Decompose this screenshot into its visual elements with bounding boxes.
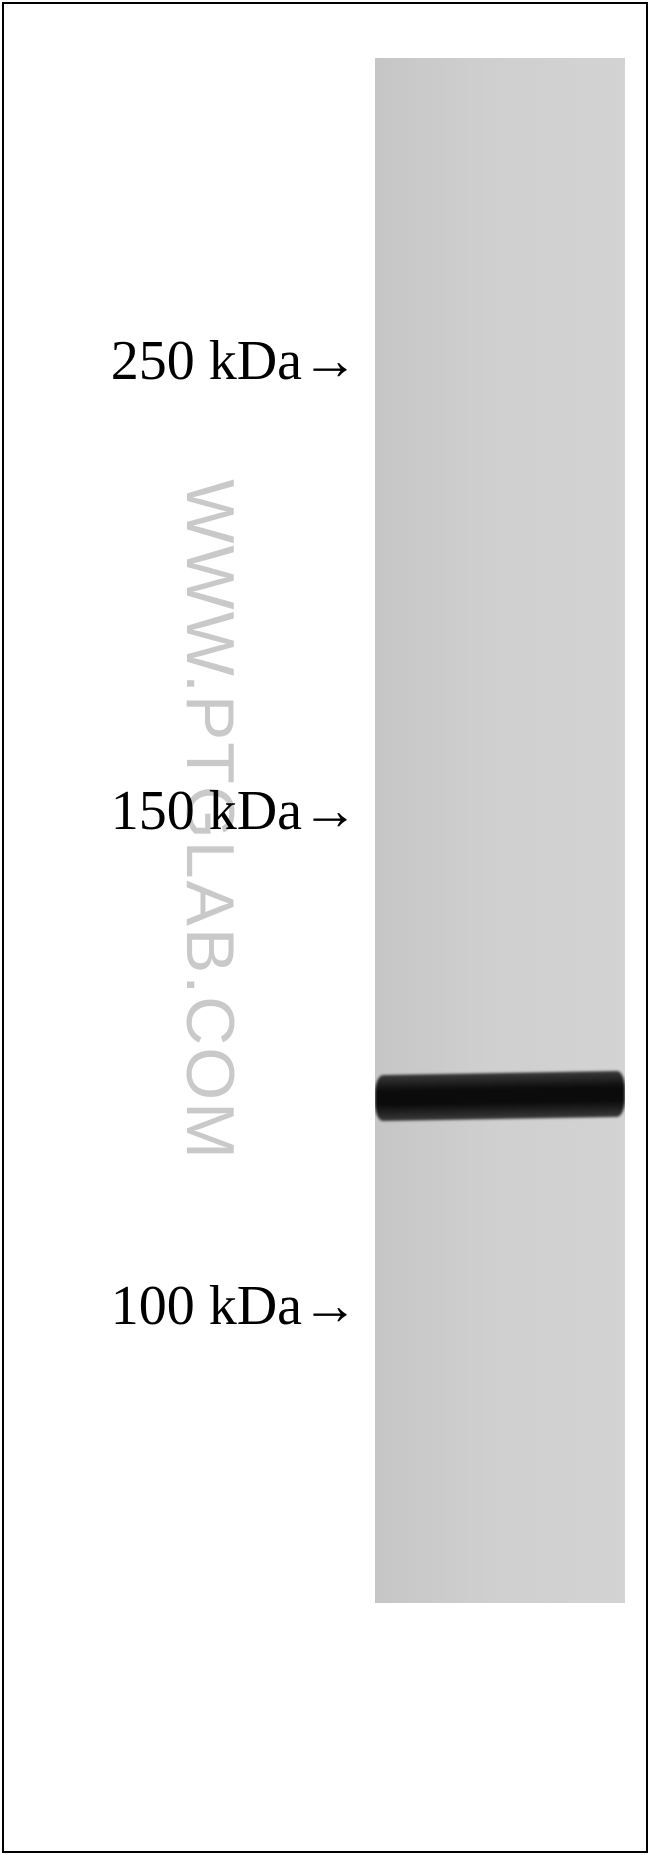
blot-lane-background (375, 58, 625, 1603)
mw-marker-label-1: 250 kDa→ (111, 329, 358, 393)
protein-band-1 (375, 1071, 625, 1121)
mw-marker-label-3: 100 kDa→ (111, 1274, 358, 1338)
mw-marker-label-2: 150 kDa→ (111, 779, 358, 843)
blot-lane (375, 58, 625, 1603)
